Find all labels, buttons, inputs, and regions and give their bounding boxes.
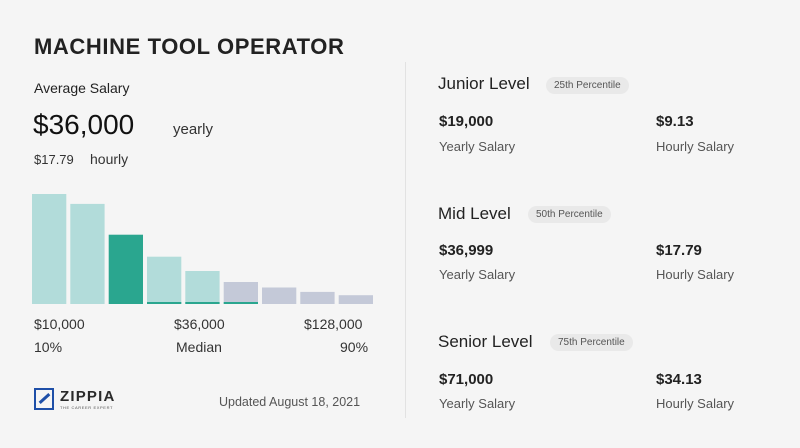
level-name-junior: Junior Level	[438, 74, 530, 93]
average-salary-period: yearly	[173, 121, 214, 138]
histogram-bar	[262, 287, 297, 304]
level-name-senior: Senior Level	[438, 332, 533, 351]
histogram-bar-underline	[185, 302, 220, 304]
histogram-bar	[32, 194, 67, 304]
hourly-label-mid: Hourly Salary	[656, 267, 735, 282]
average-salary-amount: $36,000	[33, 109, 135, 140]
hourly-salary-senior: $34.13	[656, 371, 702, 388]
level-name-mid: Mid Level	[438, 204, 511, 223]
histogram-bar	[70, 203, 105, 304]
tick-label-min: $10,000	[34, 316, 85, 332]
average-salary-label: Average Salary	[34, 80, 130, 96]
percentile-badge-mid: 50th Percentile	[528, 206, 611, 223]
histogram-bar	[185, 271, 220, 304]
hourly-label-junior: Hourly Salary	[656, 139, 735, 154]
histogram-bar	[338, 295, 373, 304]
hourly-amount: $17.79	[34, 152, 74, 167]
yearly-label-mid: Yearly Salary	[439, 267, 516, 282]
tick-label-median: $36,000	[174, 316, 225, 332]
percentile-badge-senior: 75th Percentile	[550, 334, 633, 351]
hourly-label-senior: Hourly Salary	[656, 396, 735, 411]
histogram-bar	[300, 291, 335, 304]
hourly-period: hourly	[90, 151, 129, 167]
yearly-salary-senior: $71,000	[439, 371, 494, 388]
percentile-label-max: 90%	[340, 339, 369, 355]
histogram-bar	[108, 234, 143, 304]
column-divider	[405, 62, 406, 418]
histogram-bar-underline	[147, 302, 182, 304]
percentile-label-median: Median	[176, 339, 222, 355]
page-title: MACHINE TOOL OPERATOR	[34, 34, 345, 59]
yearly-label-senior: Yearly Salary	[439, 396, 516, 411]
percentile-label-min: 10%	[34, 339, 63, 355]
tick-label-max: $128,000	[304, 316, 363, 332]
yearly-salary-mid: $36,999	[439, 242, 494, 259]
hourly-salary-junior: $9.13	[656, 113, 694, 130]
zippia-logo-icon	[34, 388, 54, 410]
histogram-bar	[147, 256, 182, 304]
yearly-salary-junior: $19,000	[439, 113, 494, 130]
histogram-bar	[223, 282, 258, 304]
brand-name: ZIPPIA	[60, 387, 116, 405]
zippia-logo[interactable]: ZIPPIA THE CAREER EXPERT	[34, 388, 116, 410]
salary-distribution-chart	[32, 194, 373, 304]
histogram-bar-underline	[223, 302, 258, 304]
updated-date: Updated August 18, 2021	[219, 395, 361, 409]
percentile-badge-junior: 25th Percentile	[546, 77, 629, 94]
yearly-label-junior: Yearly Salary	[439, 139, 516, 154]
hourly-salary-mid: $17.79	[656, 242, 702, 259]
brand-tagline: THE CAREER EXPERT	[60, 404, 114, 410]
